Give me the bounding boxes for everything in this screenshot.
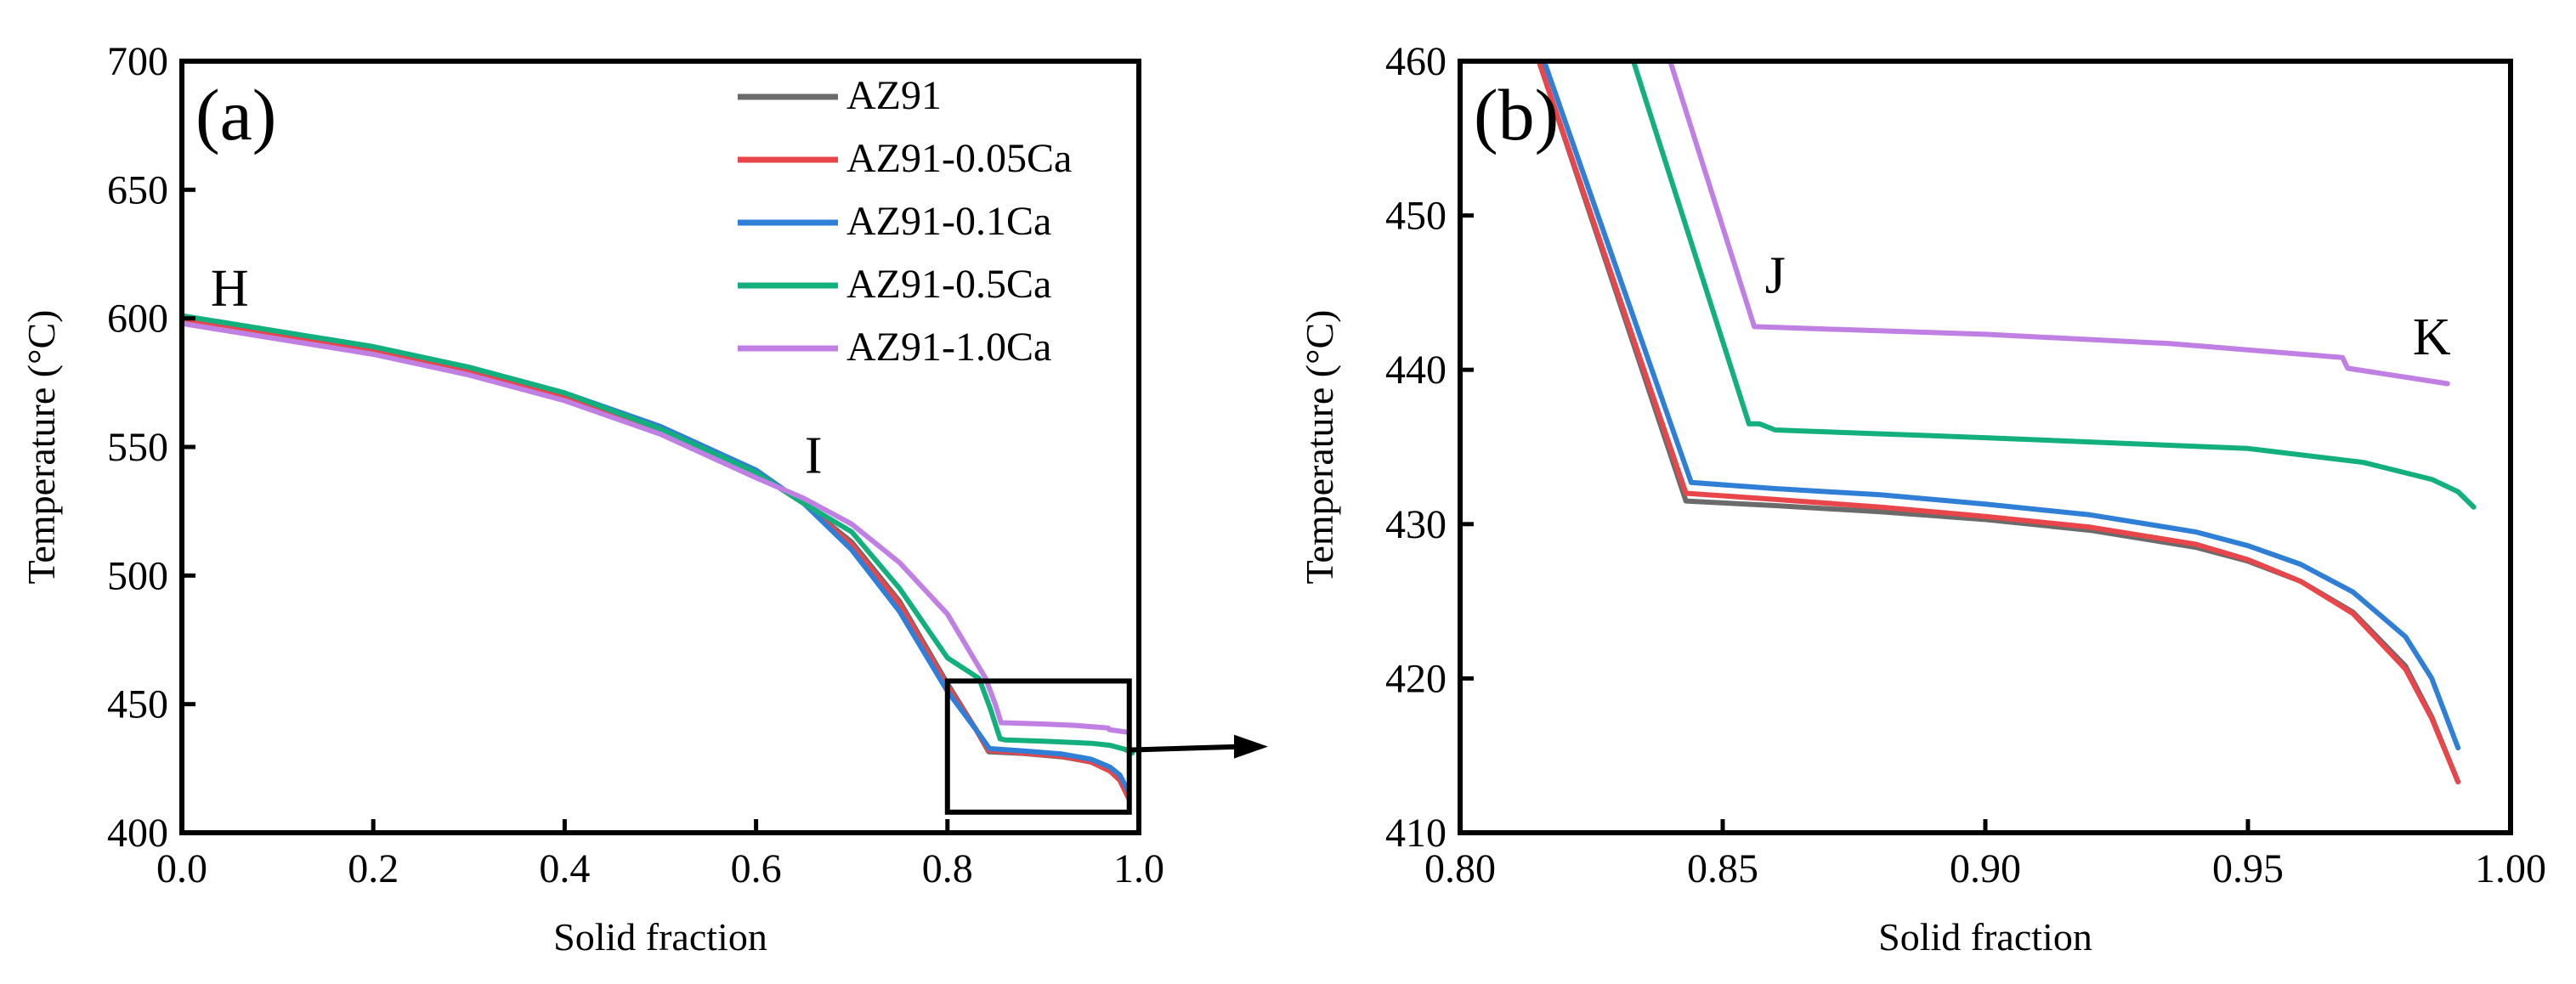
legend-label-az91-0-1ca: AZ91-0.1Ca [846,199,1051,244]
series-line-az91 [1536,61,2461,785]
legend-label-az91-0-5ca: AZ91-0.5Ca [846,262,1051,307]
panel-b-series-group [1536,61,2477,785]
x-tick-label: 0.2 [348,846,399,891]
panel-a-label: (a) [195,74,276,156]
x-tick-label: 0.85 [1687,846,1758,891]
panel-b-label: (b) [1474,74,1559,156]
x-tick-label: 0.4 [539,846,590,891]
series-line-az91-1-0ca [1667,61,2450,387]
panel-a-y-axis-label: Temperature (°C) [20,310,63,585]
series-line-az91-0-5ca [1630,61,2477,510]
panel-a-ticks: 0.0 0.2 0.4 0.6 0.8 1.0 400 450 500 550 600 650 700 [107,39,1164,891]
y-tick-label: 500 [107,553,168,598]
y-tick-label: 430 [1385,502,1447,547]
y-tick-label: 410 [1385,811,1447,856]
x-tick-label: 0.90 [1950,846,2021,891]
y-tick-label: 400 [107,811,168,856]
series-line-az91-0-5ca [182,264,1135,756]
legend-label-az91-0-05ca: AZ91-0.05Ca [846,136,1072,181]
x-tick-label: 1.0 [1113,846,1164,891]
panel-a-x-axis-label: Solid fraction [553,915,767,959]
y-tick-label: 700 [107,39,168,84]
x-tick-label: 0.0 [156,846,207,891]
series-line-az91-0-1ca [1541,61,2461,751]
y-tick-label: 450 [107,682,168,727]
y-tick-label: 450 [1385,194,1447,239]
x-tick-label: 0.8 [922,846,973,891]
panel-b-chart: 0.80 0.85 0.90 0.95 1.00 410 420 430 440 450 460 (… [1298,39,2546,959]
panel-a-chart: 0.0 0.2 0.4 0.6 0.8 1.0400450500550600650700 … [20,39,1164,959]
panel-b-x-axis-label: Solid fraction [1878,915,2092,959]
series-line-az91-0-05ca [1536,61,2461,785]
y-tick-label: 420 [1385,656,1447,701]
zoom-region-box [944,678,1132,815]
y-tick-label: 650 [107,167,168,212]
annotation-j: J [1765,246,1786,304]
zoom-arrow-head [1234,734,1268,759]
series-line-az91-1-0ca [182,110,1130,735]
annotation-i: I [805,427,823,484]
annotation-h: H [211,260,249,318]
x-tick-label: 1.00 [2475,846,2546,891]
panel-b-y-axis-label: Temperature (°C) [1298,310,1341,585]
y-tick-label: 460 [1385,39,1447,84]
panel-a-series-group [182,110,1135,802]
x-tick-label: 0.95 [2212,846,2284,891]
zoom-arrow-line [1129,744,1243,753]
x-tick-label: 0.6 [731,846,782,891]
panel-b-axes-frame [1458,59,2513,835]
legend-label-az91: AZ91 [846,73,942,118]
y-tick-label: 600 [107,297,168,342]
annotation-k: K [2413,308,2451,366]
y-tick-label: 440 [1385,348,1447,393]
y-tick-label: 550 [107,425,168,470]
panel-b-ticks: 0.80 0.85 0.90 0.95 1.00 410 420 430 440 450 460 [1385,39,2546,891]
zoom-arrow [1129,734,1268,759]
legend-label-az91-1-0ca: AZ91-1.0Ca [846,325,1051,370]
legend: AZ91 AZ91-0.05Ca AZ91-0.1Ca AZ91-0.5Ca AZ91-… [738,73,1072,370]
x-tick-label: 0.80 [1424,846,1496,891]
